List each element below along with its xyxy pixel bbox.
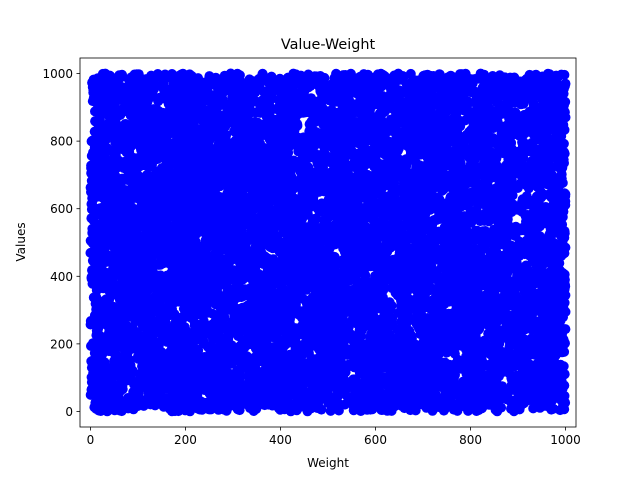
y-axis-label: Values xyxy=(14,222,28,261)
chart-title: Value-Weight xyxy=(281,37,376,53)
points-layer xyxy=(85,68,571,417)
x-axis-label: Weight xyxy=(307,456,349,470)
